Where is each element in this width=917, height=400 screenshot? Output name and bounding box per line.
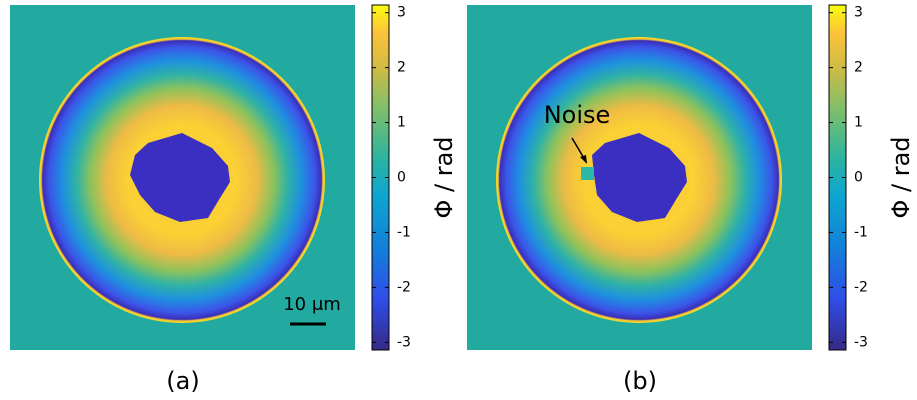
tick-label: 1	[397, 115, 406, 131]
tick-label: 2	[397, 60, 406, 76]
panel-a: 10 μm (a)	[10, 5, 355, 395]
tick-label: -3	[397, 334, 411, 350]
panel-b: Noise (b)	[467, 5, 812, 395]
panel-label: (a)	[166, 367, 199, 395]
scale-bar-label: 10 μm	[283, 294, 341, 315]
arrow-head	[580, 155, 587, 164]
noise-patch	[581, 167, 594, 180]
panel-label: (b)	[623, 367, 657, 395]
phase-core	[130, 133, 230, 222]
tick-label: 2	[854, 60, 863, 76]
colorbar-label: Φ / rad	[887, 136, 915, 218]
colorbar-label: Φ / rad	[430, 136, 458, 218]
phase-core	[592, 133, 687, 222]
tick-label: -1	[854, 224, 868, 240]
tick-label: 0	[397, 170, 406, 186]
tick-label: -3	[854, 334, 868, 350]
tick-label: 0	[854, 170, 863, 186]
tick-label: 1	[854, 115, 863, 131]
tick-label: -2	[397, 279, 411, 295]
tick-label: -2	[854, 279, 868, 295]
tick-label: 3	[854, 5, 863, 21]
tick-label: -1	[397, 224, 411, 240]
tick-label: 3	[397, 5, 406, 21]
annotation: Noise	[544, 101, 611, 129]
